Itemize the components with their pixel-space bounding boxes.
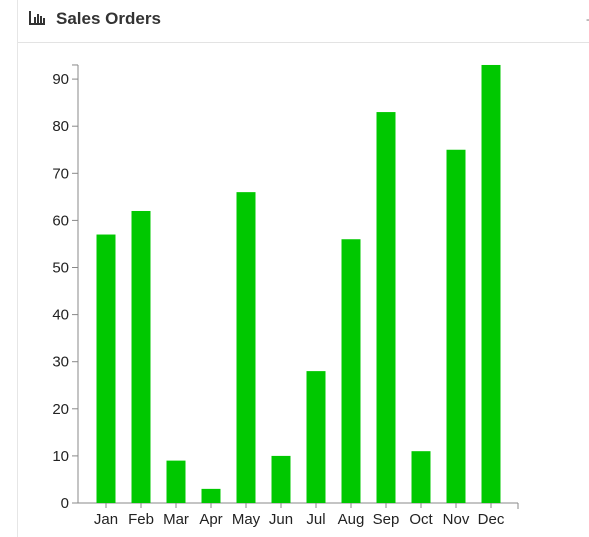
bar-chart-icon [29, 11, 45, 25]
bar-jul [306, 371, 326, 503]
y-tick-label-60: 60 [52, 212, 69, 229]
x-tick-label-dec: Dec [478, 511, 505, 528]
bar-mar [166, 460, 186, 503]
y-tick-label-50: 50 [52, 260, 69, 277]
bar-dec [481, 64, 501, 503]
y-tick-label-30: 30 [52, 354, 69, 371]
bar-may [236, 192, 256, 503]
x-tick-label-feb: Feb [128, 511, 154, 528]
x-tick-label-may: May [232, 511, 261, 528]
x-tick-label-aug: Aug [338, 511, 365, 528]
bars [96, 64, 501, 504]
panel-title: Sales Orders [56, 9, 161, 28]
bar-oct [411, 451, 431, 503]
x-tick-label-oct: Oct [409, 511, 433, 528]
bar-nov [446, 149, 466, 503]
y-tick-label-70: 70 [52, 165, 69, 182]
x-tick-label-jan: Jan [94, 511, 118, 528]
x-tick-label-mar: Mar [163, 511, 189, 528]
y-tick-label-80: 80 [52, 118, 69, 135]
panel-header: Sales Orders - [18, 0, 589, 43]
y-tick-label-90: 90 [52, 71, 69, 88]
y-axis: 0 10 20 30 40 50 60 70 80 90 [52, 64, 79, 512]
bar-jan [96, 234, 116, 503]
x-axis: Jan Feb Mar Apr May Jun Jul Aug Sep Oct Nov Dec [78, 502, 519, 528]
x-tick-label-jun: Jun [269, 511, 293, 528]
y-tick-label-0: 0 [61, 495, 69, 512]
x-tick-label-nov: Nov [443, 511, 470, 528]
y-tick-label-40: 40 [52, 307, 69, 324]
x-tick-label-sep: Sep [373, 511, 400, 528]
y-tick-label-20: 20 [52, 401, 69, 418]
bar-sep [376, 112, 396, 503]
x-tick-label-jul: Jul [306, 511, 325, 528]
x-tick-label-apr: Apr [199, 511, 222, 528]
y-tick-label-10: 10 [52, 448, 69, 465]
bar-feb [131, 210, 151, 504]
bar-aug [341, 239, 361, 504]
bar-apr [201, 488, 221, 503]
bar-jun [271, 455, 291, 503]
collapse-toggle[interactable]: - [586, 12, 589, 26]
